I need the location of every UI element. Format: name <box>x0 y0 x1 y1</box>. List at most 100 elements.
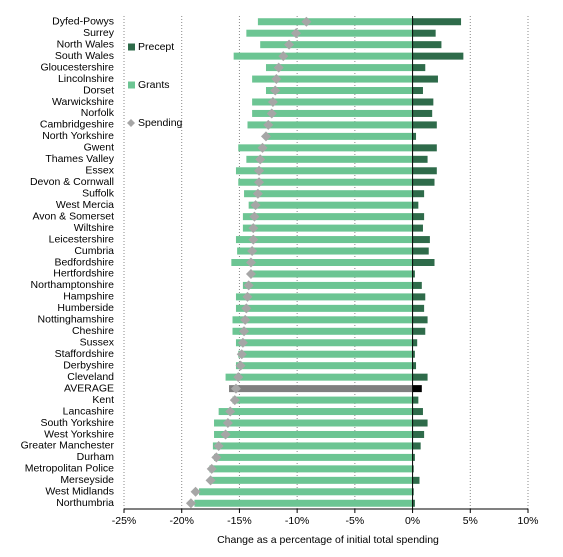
bar <box>235 304 413 312</box>
bar <box>412 178 435 186</box>
bar <box>412 499 415 507</box>
x-tick-label: -15% <box>227 515 252 527</box>
bar <box>412 270 415 278</box>
bar <box>412 190 425 198</box>
y-tick-label: Humberside <box>57 302 114 314</box>
bar <box>412 396 419 404</box>
spending-marker <box>290 28 301 39</box>
y-tick-label: Essex <box>85 165 114 177</box>
bar <box>412 155 428 163</box>
bar <box>265 64 413 72</box>
bar <box>238 144 413 152</box>
bar <box>412 167 437 175</box>
bar <box>412 419 428 427</box>
spending-marker <box>185 498 196 509</box>
bar <box>412 41 442 49</box>
bar <box>412 201 419 209</box>
bar <box>412 304 425 312</box>
spending-marker <box>250 200 261 211</box>
bar <box>412 213 425 221</box>
bar <box>412 18 462 26</box>
spending-marker <box>301 16 312 27</box>
bar <box>412 144 437 152</box>
y-tick-label: Gwent <box>84 142 114 154</box>
bar <box>265 87 413 95</box>
bar <box>412 121 437 129</box>
spending-marker <box>237 337 248 348</box>
spending-marker <box>241 303 252 314</box>
bar <box>246 29 413 37</box>
y-tick-label: Greater Manchester <box>21 440 115 452</box>
spending-marker <box>233 372 244 383</box>
bar <box>412 442 421 450</box>
bar <box>235 293 413 301</box>
bar <box>210 476 413 484</box>
bar <box>412 465 414 473</box>
spending-marker <box>243 280 254 291</box>
bar <box>232 327 413 335</box>
bar <box>252 75 413 83</box>
spending-marker <box>270 85 281 96</box>
spending-marker <box>248 234 259 245</box>
y-tick-label: Devon & Cornwall <box>30 176 114 188</box>
spending-marker <box>206 463 217 474</box>
y-tick-label: Hampshire <box>63 291 114 303</box>
bar <box>225 373 413 381</box>
bar <box>248 201 413 209</box>
spending-marker <box>257 142 268 153</box>
y-tick-label: Cheshire <box>72 325 114 337</box>
bar <box>412 430 425 438</box>
bar <box>229 385 413 393</box>
y-tick-label: Cumbria <box>74 245 114 257</box>
y-tick-label: Thames Valley <box>45 153 114 165</box>
bar <box>235 236 413 244</box>
spending-marker <box>260 131 271 142</box>
spending-marker <box>255 154 266 165</box>
bar <box>214 453 413 461</box>
y-tick-label: Surrey <box>83 27 115 39</box>
y-tick-label: North Wales <box>57 38 114 50</box>
bar <box>412 87 423 95</box>
x-tick-label: 0% <box>405 515 420 527</box>
bar <box>237 247 413 255</box>
x-axis-title: Change as a percentage of initial total … <box>217 534 439 546</box>
bar <box>412 476 420 484</box>
y-tick-label: Kent <box>92 394 114 406</box>
bar <box>412 453 415 461</box>
y-tick-label: Norfolk <box>81 107 115 119</box>
bar <box>235 167 413 175</box>
spending-marker <box>240 314 251 325</box>
bar <box>412 362 417 370</box>
spending-marker <box>278 51 289 62</box>
y-tick-label: South Wales <box>55 50 114 62</box>
spending-marker <box>211 452 222 463</box>
bar <box>252 270 413 278</box>
y-tick-label: Suffolk <box>82 187 115 199</box>
bar <box>214 430 413 438</box>
bar <box>412 236 430 244</box>
bar <box>412 316 428 324</box>
y-tick-label: AVERAGE <box>64 382 114 394</box>
spending-marker <box>205 475 216 486</box>
spending-marker <box>245 257 256 268</box>
bar <box>412 281 422 289</box>
bar <box>209 465 413 473</box>
bar <box>412 408 423 416</box>
spending-marker <box>236 349 247 360</box>
spending-marker <box>284 39 295 50</box>
bar <box>412 373 428 381</box>
spending-marker <box>225 406 236 417</box>
y-tick-label: West Yorkshire <box>44 428 114 440</box>
y-tick-label: West Mercia <box>56 199 114 211</box>
bar <box>199 488 413 496</box>
bar <box>412 488 414 496</box>
bar <box>212 442 413 450</box>
bar <box>242 224 413 232</box>
legend-swatch <box>127 119 135 127</box>
bar <box>412 293 426 301</box>
legend-label: Spending <box>138 117 183 129</box>
y-tick-label: Northumbria <box>56 497 114 509</box>
y-tick-label: Staffordshire <box>55 348 114 360</box>
spending-marker <box>190 486 201 497</box>
